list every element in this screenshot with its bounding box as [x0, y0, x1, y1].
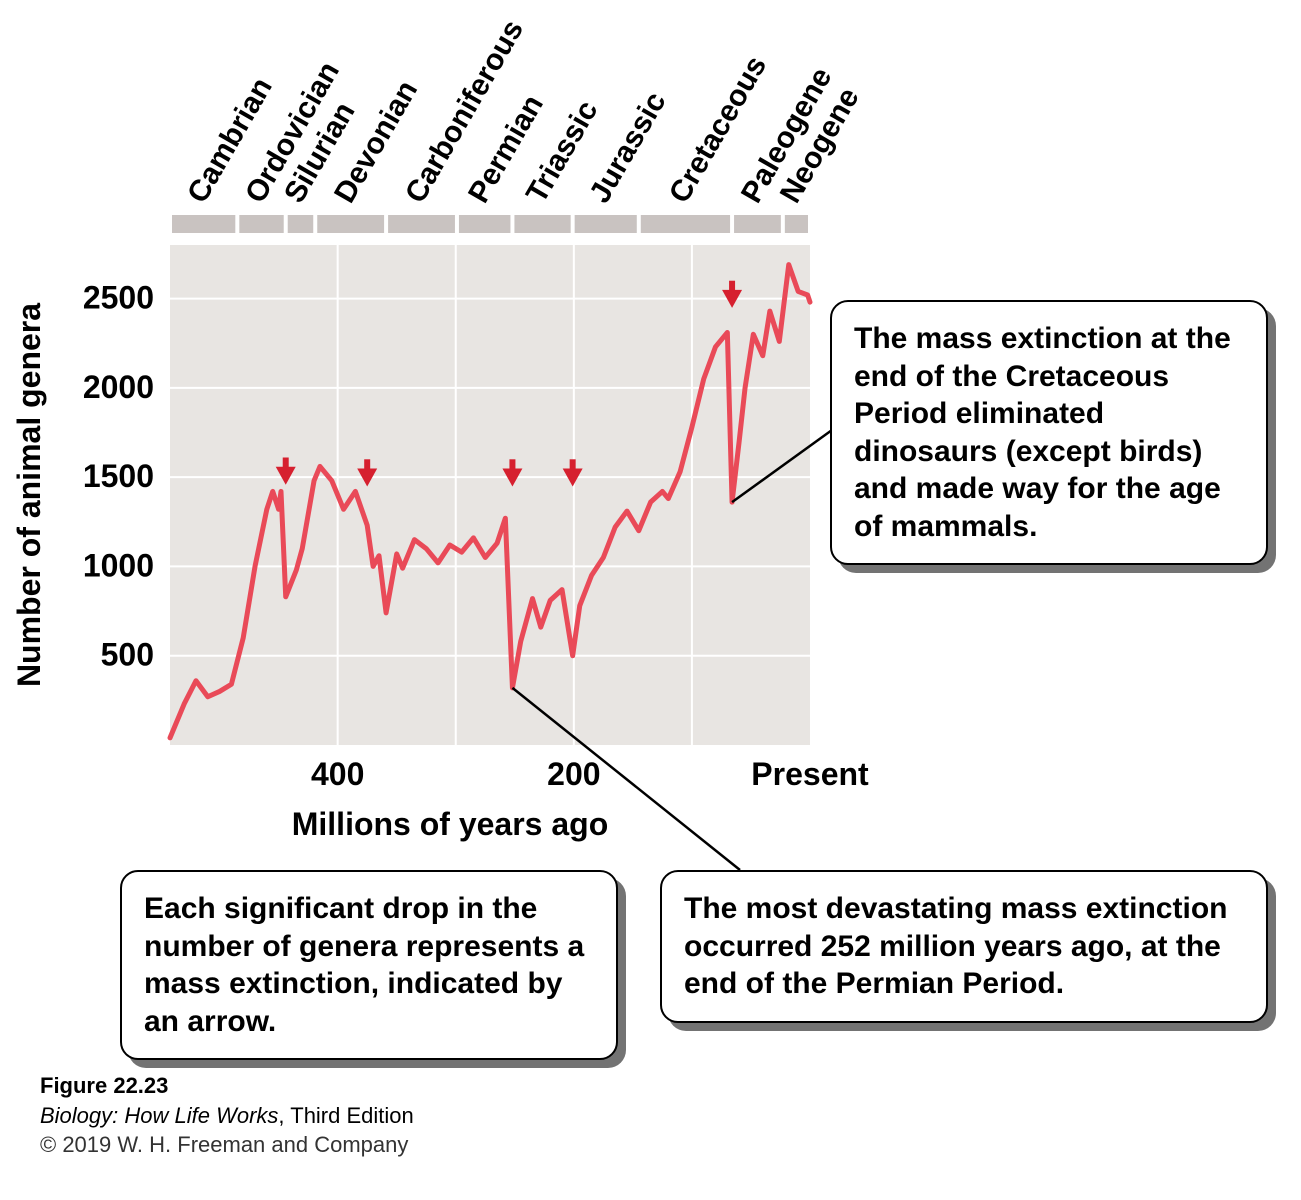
- callout-permian: The most devastating mass extinction occ…: [660, 870, 1268, 1023]
- x-tick-label: 200: [547, 756, 600, 792]
- callout-drops: Each significant drop in the number of g…: [120, 870, 618, 1060]
- period-bar: [575, 215, 637, 233]
- period-bar: [239, 215, 283, 233]
- page: CambrianOrdovicianSilurianDevonianCarbon…: [0, 0, 1301, 1200]
- period-bar: [514, 215, 570, 233]
- y-axis-label: Number of animal genera: [11, 303, 47, 687]
- callout-cretaceous-text: The mass extinction at the end of the Cr…: [854, 322, 1231, 543]
- y-tick-label: 2000: [83, 369, 154, 405]
- book-title: Biology: How Life Works: [40, 1103, 278, 1128]
- plot-bg: [170, 245, 810, 745]
- period-bar: [317, 215, 384, 233]
- y-tick-label: 2500: [83, 280, 154, 316]
- figure-caption: Figure 22.23 Biology: How Life Works, Th…: [40, 1071, 414, 1160]
- period-bar: [785, 215, 808, 233]
- edition: , Third Edition: [278, 1103, 413, 1128]
- y-tick-label: 1500: [83, 458, 154, 494]
- callout-permian-text: The most devastating mass extinction occ…: [684, 892, 1227, 1000]
- period-bar: [388, 215, 455, 233]
- callout-drops-text: Each significant drop in the number of g…: [144, 892, 584, 1038]
- callout-cretaceous: The mass extinction at the end of the Cr…: [830, 300, 1268, 565]
- period-label: Jurassic: [583, 87, 672, 209]
- x-tick-label: Present: [751, 756, 869, 792]
- x-tick-label: 400: [311, 756, 364, 792]
- copyright: © 2019 W. H. Freeman and Company: [40, 1130, 414, 1160]
- y-tick-label: 1000: [83, 547, 154, 583]
- period-bar: [734, 215, 781, 233]
- figure-number: Figure 22.23: [40, 1071, 414, 1101]
- period-bar: [172, 215, 235, 233]
- period-bar: [459, 215, 510, 233]
- period-bar: [288, 215, 314, 233]
- period-bar: [641, 215, 730, 233]
- x-axis-label: Millions of years ago: [292, 806, 609, 842]
- y-tick-label: 500: [101, 637, 154, 673]
